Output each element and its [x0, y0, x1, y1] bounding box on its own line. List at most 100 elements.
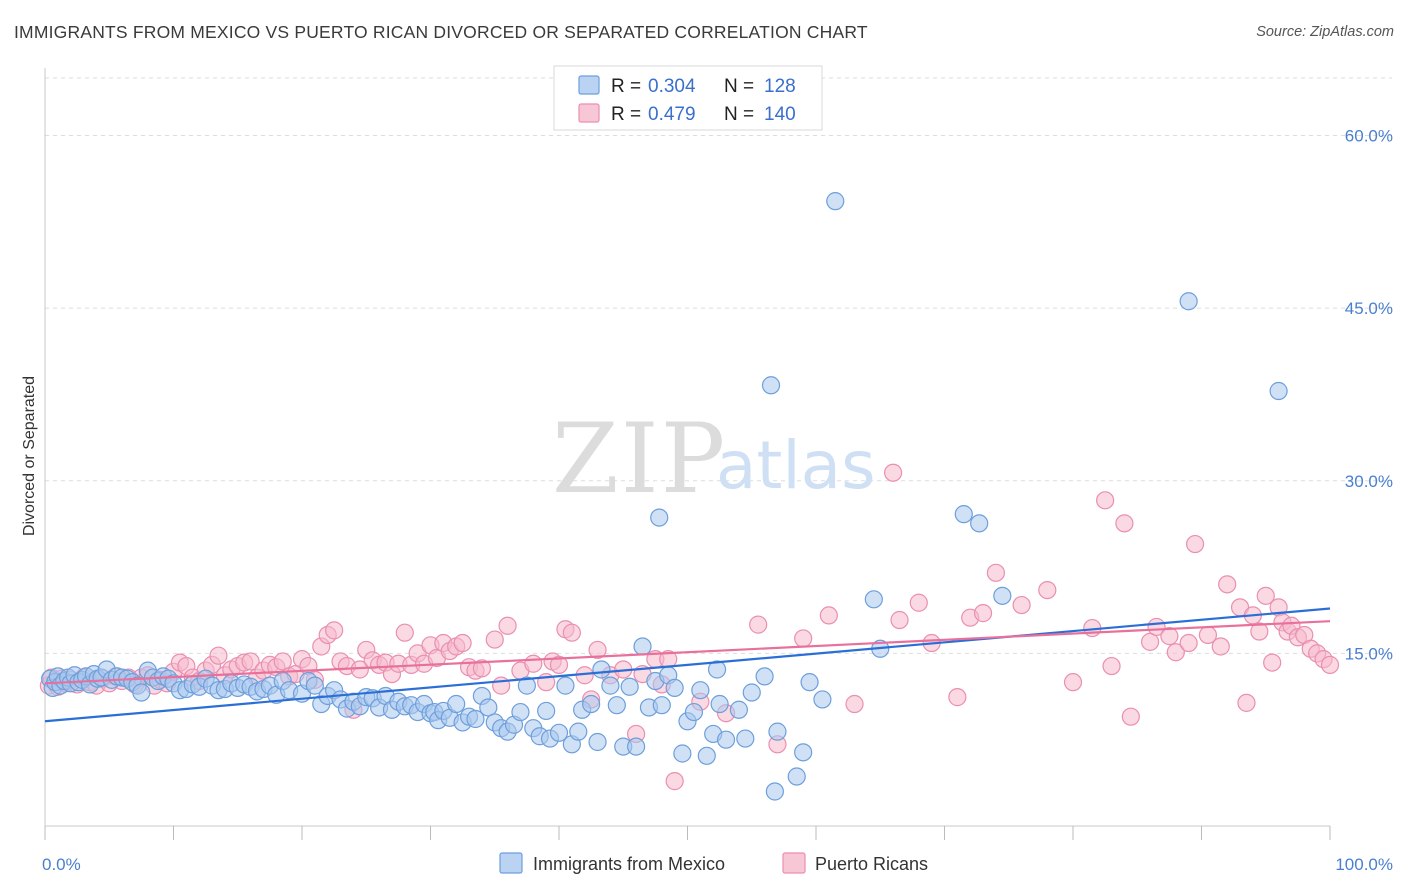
point-puerto-ricans: [1179, 633, 1198, 653]
legend-n-value: 128: [764, 76, 796, 97]
point-puerto-ricans: [749, 615, 768, 634]
point-puerto-ricans: [1102, 656, 1121, 676]
point-immigrants-from-mexico: [607, 696, 626, 715]
point-immigrants-from-mexico: [517, 676, 536, 695]
point-puerto-ricans: [909, 593, 928, 612]
point-puerto-ricans: [395, 623, 414, 642]
point-puerto-ricans: [1185, 534, 1205, 554]
point-immigrants-from-mexico: [768, 722, 787, 741]
point-immigrants-from-mexico: [633, 637, 652, 656]
legend-swatch-pink: [578, 103, 600, 123]
point-immigrants-from-mexico: [479, 698, 498, 717]
point-puerto-ricans: [524, 654, 543, 673]
point-puerto-ricans: [562, 623, 581, 642]
point-immigrants-from-mexico: [736, 729, 755, 748]
point-immigrants-from-mexico: [787, 767, 806, 786]
point-puerto-ricans: [472, 659, 491, 678]
point-immigrants-from-mexico: [556, 676, 575, 695]
point-immigrants-from-mexico: [691, 681, 710, 700]
point-puerto-ricans: [453, 633, 472, 653]
y-axis-title: Divorced or Separated: [21, 376, 38, 536]
point-immigrants-from-mexico: [794, 743, 813, 762]
point-puerto-ricans: [241, 652, 260, 671]
point-immigrants-from-mexico: [601, 676, 620, 695]
point-puerto-ricans: [986, 563, 1006, 582]
point-immigrants-from-mexico: [466, 709, 485, 729]
point-puerto-ricans: [845, 694, 864, 714]
point-immigrants-from-mexico: [588, 732, 607, 752]
point-immigrants-from-mexico: [826, 192, 845, 211]
point-puerto-ricans: [1211, 637, 1230, 656]
point-puerto-ricans: [325, 621, 344, 640]
x-tick-label: 0.0%: [42, 855, 81, 874]
point-immigrants-from-mexico: [716, 730, 736, 749]
axes: [44, 68, 1331, 840]
y-tick-label: 30.0%: [1345, 472, 1393, 491]
legend-label-mexico: Immigrants from Mexico: [533, 854, 725, 874]
point-puerto-ricans: [819, 606, 838, 625]
point-puerto-ricans: [1096, 491, 1115, 510]
point-puerto-ricans: [948, 688, 967, 707]
point-puerto-ricans: [549, 655, 569, 674]
point-immigrants-from-mexico: [673, 744, 692, 763]
point-puerto-ricans: [890, 610, 909, 630]
series-immigrants-from-mexico-points: [41, 192, 1288, 801]
point-immigrants-from-mexico: [765, 782, 784, 801]
legend-r-label: R =: [611, 104, 641, 125]
chart-title: IMMIGRANTS FROM MEXICO VS PUERTO RICAN D…: [14, 22, 868, 42]
point-puerto-ricans: [1320, 655, 1340, 674]
legend-r-value: 0.479: [648, 104, 696, 125]
point-puerto-ricans: [1115, 514, 1134, 533]
tick-labels: 15.0% 30.0% 45.0% 60.0% 0.0% 100.0%: [42, 127, 1393, 874]
point-immigrants-from-mexico: [592, 660, 611, 679]
point-puerto-ricans: [1063, 673, 1083, 692]
point-immigrants-from-mexico: [755, 667, 774, 686]
point-puerto-ricans: [1140, 632, 1160, 651]
point-immigrants-from-mexico: [650, 508, 669, 527]
point-immigrants-from-mexico: [652, 696, 671, 715]
point-immigrants-from-mexico: [684, 702, 704, 722]
point-immigrants-from-mexico: [970, 514, 989, 533]
point-puerto-ricans: [498, 616, 517, 635]
legend-swatch-blue: [499, 852, 523, 874]
point-puerto-ricans: [1166, 643, 1185, 662]
point-immigrants-from-mexico: [537, 701, 556, 721]
point-immigrants-from-mexico: [813, 690, 832, 709]
source-credit: Source: ZipAtlas.com: [1256, 24, 1394, 40]
point-puerto-ricans: [588, 640, 607, 660]
point-immigrants-from-mexico: [729, 700, 749, 719]
legend-swatch-pink: [782, 852, 806, 874]
point-immigrants-from-mexico: [800, 673, 819, 692]
point-puerto-ricans: [1121, 707, 1140, 726]
point-puerto-ricans: [1160, 627, 1179, 646]
series-legend: Immigrants from Mexico Puerto Ricans: [499, 852, 928, 874]
trend-line-mexico: [44, 607, 1331, 723]
point-puerto-ricans: [1012, 595, 1031, 615]
point-puerto-ricans: [1038, 580, 1057, 600]
point-puerto-ricans: [273, 652, 292, 671]
point-immigrants-from-mexico: [761, 376, 781, 395]
y-tick-label: 45.0%: [1345, 299, 1393, 318]
point-immigrants-from-mexico: [864, 590, 883, 609]
watermark-atlas: atlas: [716, 427, 876, 504]
point-immigrants-from-mexico: [620, 677, 639, 696]
watermark: ZIP atlas: [552, 403, 876, 515]
point-immigrants-from-mexico: [665, 678, 684, 698]
y-tick-label: 15.0%: [1345, 644, 1393, 663]
point-puerto-ricans: [1250, 622, 1269, 641]
point-immigrants-from-mexico: [1179, 292, 1198, 311]
point-immigrants-from-mexico: [447, 694, 466, 714]
point-immigrants-from-mexico: [582, 694, 601, 714]
point-puerto-ricans: [1263, 653, 1282, 672]
point-immigrants-from-mexico: [742, 683, 761, 702]
point-immigrants-from-mexico: [1269, 381, 1288, 401]
correlation-legend: R = 0.304 N = 128 R = 0.479 N = 140: [553, 65, 823, 131]
point-puerto-ricans: [1218, 575, 1237, 594]
point-immigrants-from-mexico: [710, 694, 729, 714]
legend-r-label: R =: [611, 76, 641, 97]
point-puerto-ricans: [1256, 586, 1275, 605]
point-immigrants-from-mexico: [954, 505, 973, 524]
legend-label-puerto-ricans: Puerto Ricans: [815, 854, 928, 874]
point-puerto-ricans: [485, 630, 504, 649]
